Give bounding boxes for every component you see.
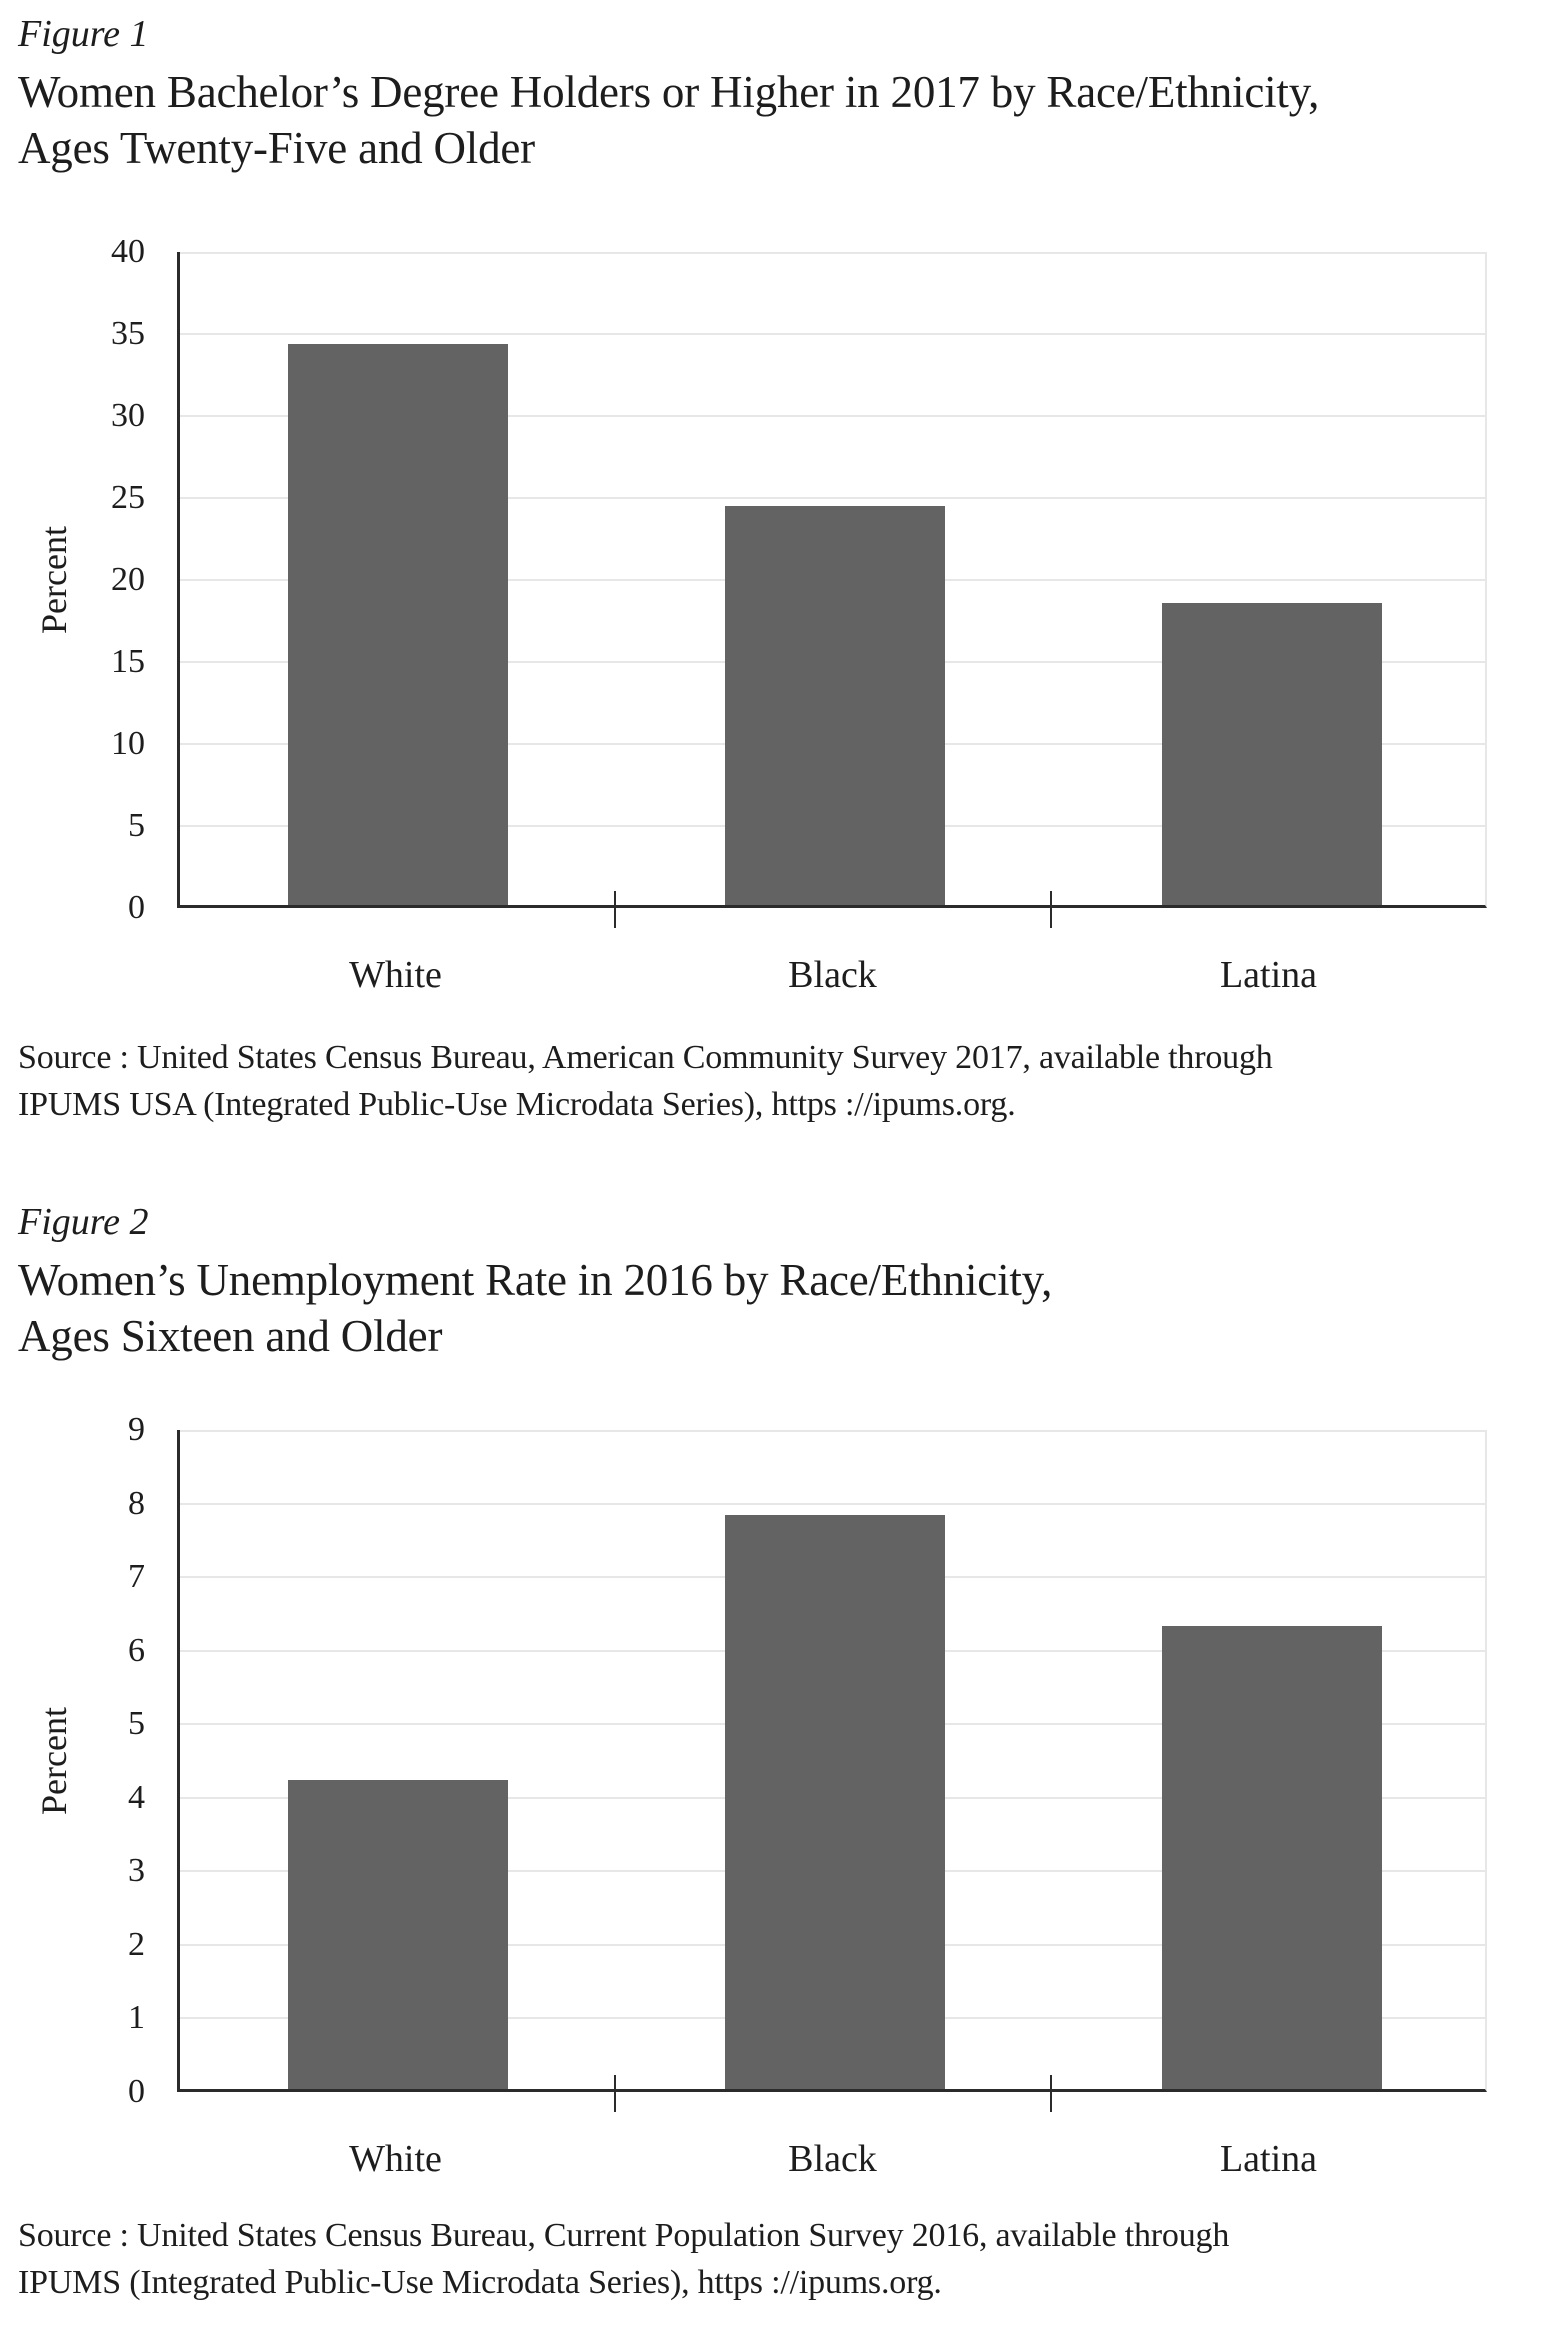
y-axis-tick-label: 2 xyxy=(128,1925,145,1963)
x-axis-tick xyxy=(614,2075,616,2112)
bar-latina xyxy=(1162,603,1382,905)
gridline-y40 xyxy=(180,252,1485,254)
x-axis-category-label-white: White xyxy=(349,2138,442,2180)
x-axis-tick xyxy=(1050,2075,1052,2112)
y-axis-tick-label: 40 xyxy=(111,233,145,270)
y-axis-tick-label: 35 xyxy=(111,315,145,352)
y-axis-tick-label: 5 xyxy=(128,807,145,844)
y-axis-tick-label: 6 xyxy=(128,1631,145,1669)
figure2-source-line2: IPUMS (Integrated Public-Use Microdata S… xyxy=(18,2264,942,2301)
x-axis-category-label-latina: Latina xyxy=(1219,954,1318,996)
y-axis-tick-label: 8 xyxy=(128,1484,145,1522)
bar-white xyxy=(288,1780,508,2089)
figure1-title-line2: Ages Twenty-Five and Older xyxy=(18,123,535,173)
bar-white xyxy=(288,344,508,905)
figure1-source-line2: IPUMS USA (Integrated Public-Use Microda… xyxy=(18,1086,1016,1123)
figure1-title: Women Bachelor’s Degree Holders or Highe… xyxy=(18,64,1319,176)
figure2-title-line2: Ages Sixteen and Older xyxy=(18,1311,443,1361)
bar-black xyxy=(725,1515,945,2089)
gridline-y9 xyxy=(180,1430,1485,1432)
x-axis-category-label-black: Black xyxy=(788,2138,877,2180)
gridline-y8 xyxy=(180,1503,1485,1505)
figure1-label: Figure 1 xyxy=(18,13,149,55)
y-axis-tick-label: 25 xyxy=(111,479,145,516)
y-axis-tick-label: 9 xyxy=(128,1411,145,1448)
figure1-source-line1: Source : United States Census Bureau, Am… xyxy=(18,1039,1273,1076)
gridline-y35 xyxy=(180,333,1485,335)
bar-latina xyxy=(1162,1626,1382,2089)
y-axis-tick-label: 15 xyxy=(111,643,145,680)
figure2-source-note: Source : United States Census Bureau, Cu… xyxy=(18,2212,1229,2306)
plot-area xyxy=(177,1430,1487,2092)
y-axis-tick-label: 30 xyxy=(111,397,145,434)
y-axis-tick-label: 20 xyxy=(111,561,145,598)
figure2-bar-chart: 0 1 2 3 4 5 6 7 8 9 White Black Latina Percent xyxy=(0,1412,1550,2222)
x-axis-category-label-black: Black xyxy=(788,954,877,996)
figure2-label: Figure 2 xyxy=(18,1201,149,1243)
y-axis-title: Percent xyxy=(34,1707,74,1815)
y-axis-tick-label: 0 xyxy=(128,889,145,926)
y-axis-title: Percent xyxy=(34,526,74,634)
x-axis-category-label-white: White xyxy=(349,954,442,996)
y-axis-tick-label: 7 xyxy=(128,1558,145,1596)
figure1-bar-chart: 0 5 10 15 20 25 30 35 40 White Black Latina Percent xyxy=(0,232,1550,1032)
figure2-title: Women’s Unemployment Rate in 2016 by Rac… xyxy=(18,1252,1052,1364)
x-axis-tick xyxy=(614,891,616,928)
figure2-source-line1: Source : United States Census Bureau, Cu… xyxy=(18,2217,1230,2254)
plot-area xyxy=(177,252,1487,908)
gridline-y25 xyxy=(180,497,1485,499)
y-axis-tick-label: 5 xyxy=(128,1705,145,1743)
bar-black xyxy=(725,506,945,905)
gridline-y30 xyxy=(180,415,1485,417)
y-axis-tick-label: 10 xyxy=(111,725,145,762)
y-axis-tick-label: 3 xyxy=(128,1852,145,1890)
figure1-title-line1: Women Bachelor’s Degree Holders or Highe… xyxy=(18,67,1320,117)
figure1-source-note: Source : United States Census Bureau, Am… xyxy=(18,1034,1273,1128)
y-axis-tick-label: 0 xyxy=(128,2073,145,2110)
y-axis-tick-label: 4 xyxy=(128,1778,145,1816)
x-axis-category-label-latina: Latina xyxy=(1219,2138,1318,2180)
x-axis-tick xyxy=(1050,891,1052,928)
figure2-title-line1: Women’s Unemployment Rate in 2016 by Rac… xyxy=(18,1255,1053,1305)
y-axis-tick-label: 1 xyxy=(128,1999,145,2037)
